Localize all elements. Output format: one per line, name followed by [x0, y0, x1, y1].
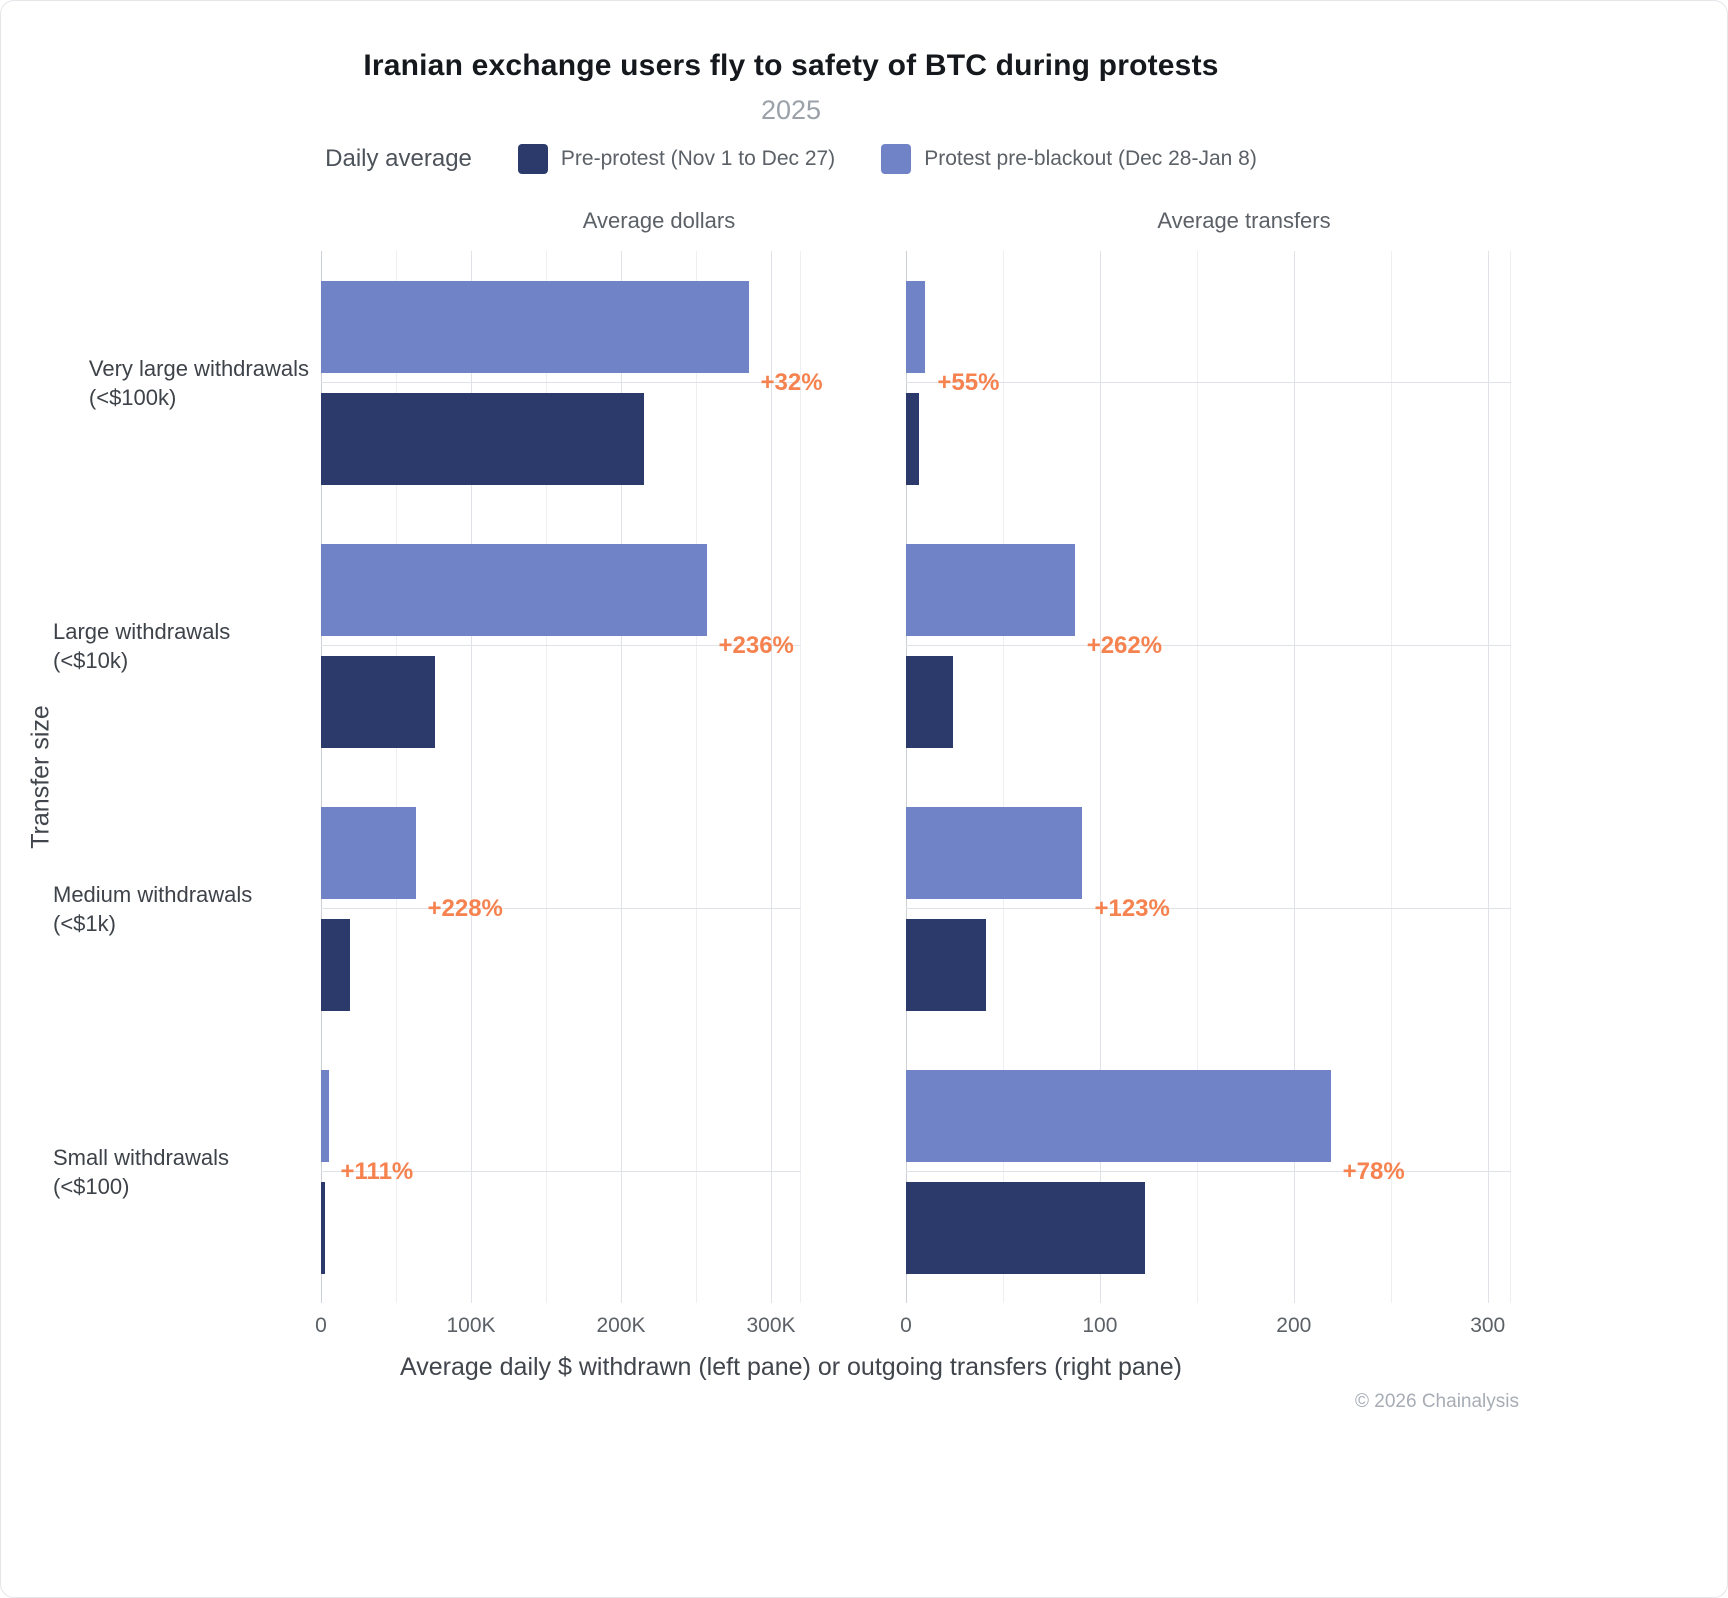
- legend-item-pre-protest: Pre-protest (Nov 1 to Dec 27): [517, 144, 836, 174]
- category-gridline: [321, 382, 801, 383]
- x-gridline: [1293, 251, 1295, 1303]
- pane-edge-gridline: [800, 251, 801, 1303]
- legend-label-protest-pre-blackout: Protest pre-blackout (Dec 28-Jan 8): [924, 147, 1257, 170]
- x-tick-label: 100: [1082, 1314, 1118, 1337]
- x-tick-label: 300: [1470, 1314, 1506, 1337]
- category-gridline: [906, 1171, 1511, 1172]
- minor-gridline: [1390, 251, 1392, 1303]
- pane-average-transfers: 0 100 200 300 +55% +262% +123% +78%: [900, 251, 1511, 1337]
- bar-protest-pre-blackout: [906, 1069, 1331, 1162]
- category-gridline: [321, 1171, 801, 1172]
- legend-swatch-protest-pre-blackout: [881, 144, 912, 174]
- category-gridline: [906, 908, 1511, 909]
- bar-protest-pre-blackout: [321, 806, 416, 899]
- chart-subtitle: 2025: [760, 95, 822, 125]
- category-label-text: Large withdrawals (<$10k): [53, 618, 231, 673]
- category-label-text: Very large withdrawals (<$100k): [88, 355, 309, 410]
- minor-gridline: [696, 251, 697, 1303]
- bar-pre-protest: [321, 1181, 325, 1274]
- pct-change-annotation: +32%: [760, 368, 823, 396]
- bar-pre-protest: [321, 655, 435, 748]
- bar-pre-protest: [321, 918, 350, 1011]
- x-tick-label: 300K: [746, 1314, 796, 1337]
- pane-title-average-dollars: Average dollars: [582, 208, 736, 233]
- x-gridline: [906, 251, 907, 1303]
- category-label: Large withdrawals (<$10k): [53, 616, 309, 674]
- chart-title: Iranian exchange users fly to safety of …: [363, 49, 1219, 82]
- minor-gridline: [1002, 251, 1004, 1303]
- pct-change-annotation: +236%: [718, 631, 794, 659]
- bar-protest-pre-blackout: [321, 543, 707, 636]
- legend-swatch-pre-protest: [517, 144, 548, 174]
- pct-change-annotation: +55%: [937, 368, 1000, 396]
- category-gridline: [321, 645, 801, 646]
- x-tick-label: 200K: [596, 1314, 646, 1337]
- category-gridline: [321, 908, 801, 909]
- x-tick-label: 0: [900, 1314, 912, 1337]
- bar-protest-pre-blackout: [906, 543, 1075, 636]
- x-tick-label: 0: [315, 1314, 327, 1337]
- pct-change-annotation: +111%: [340, 1157, 414, 1185]
- x-gridline: [1099, 251, 1101, 1303]
- bar-pre-protest: [906, 1181, 1145, 1274]
- minor-gridline: [546, 251, 547, 1303]
- pct-change-annotation: +123%: [1094, 894, 1170, 922]
- category-gridline: [906, 382, 1511, 383]
- legend-item-protest-pre-blackout: Protest pre-blackout (Dec 28-Jan 8): [881, 144, 1257, 174]
- bar-pre-protest: [321, 392, 644, 485]
- pane-edge-gridline: [1510, 251, 1511, 1303]
- category-label-text: Medium withdrawals (<$1k): [53, 881, 253, 936]
- minor-gridline: [1196, 251, 1198, 1303]
- category-label: Medium withdrawals (<$1k): [53, 879, 309, 937]
- x-tick-label: 200: [1276, 1314, 1312, 1337]
- bar-pre-protest: [906, 918, 986, 1011]
- pct-change-annotation: +228%: [427, 894, 503, 922]
- bar-pre-protest: [906, 392, 919, 485]
- legend: Daily average Pre-protest (Nov 1 to Dec …: [1, 144, 1581, 174]
- pane-title-average-transfers: Average transfers: [1157, 208, 1331, 233]
- legend-title: Daily average: [325, 145, 472, 172]
- category-label: Very large withdrawals (<$100k): [53, 353, 309, 411]
- category-gridline: [906, 645, 1511, 646]
- minor-gridline: [396, 251, 397, 1303]
- bar-protest-pre-blackout: [321, 280, 749, 373]
- category-label: Small withdrawals (<$100): [53, 1142, 309, 1200]
- bar-protest-pre-blackout: [906, 806, 1083, 899]
- x-axis-title: Average daily $ withdrawn (left pane) or…: [400, 1353, 1182, 1381]
- x-gridline: [471, 251, 472, 1303]
- pct-change-annotation: +262%: [1086, 631, 1163, 659]
- x-gridline: [771, 251, 772, 1303]
- x-gridline: [321, 251, 322, 1303]
- bar-pre-protest: [906, 655, 953, 748]
- x-gridline: [1487, 251, 1489, 1303]
- category-label-text: Small withdrawals (<$100): [53, 1144, 230, 1199]
- bar-protest-pre-blackout: [321, 1069, 329, 1162]
- bar-protest-pre-blackout: [906, 280, 926, 373]
- x-tick-label: 100K: [446, 1314, 496, 1337]
- x-gridline: [621, 251, 622, 1303]
- pane-average-dollars: 0 100K 200K 300K +32% +236% +228% +111%: [315, 251, 823, 1337]
- pct-change-annotation: +78%: [1342, 1157, 1405, 1185]
- copyright-credit: © 2026 Chainalysis: [1355, 1391, 1519, 1412]
- legend-label-pre-protest: Pre-protest (Nov 1 to Dec 27): [560, 147, 836, 170]
